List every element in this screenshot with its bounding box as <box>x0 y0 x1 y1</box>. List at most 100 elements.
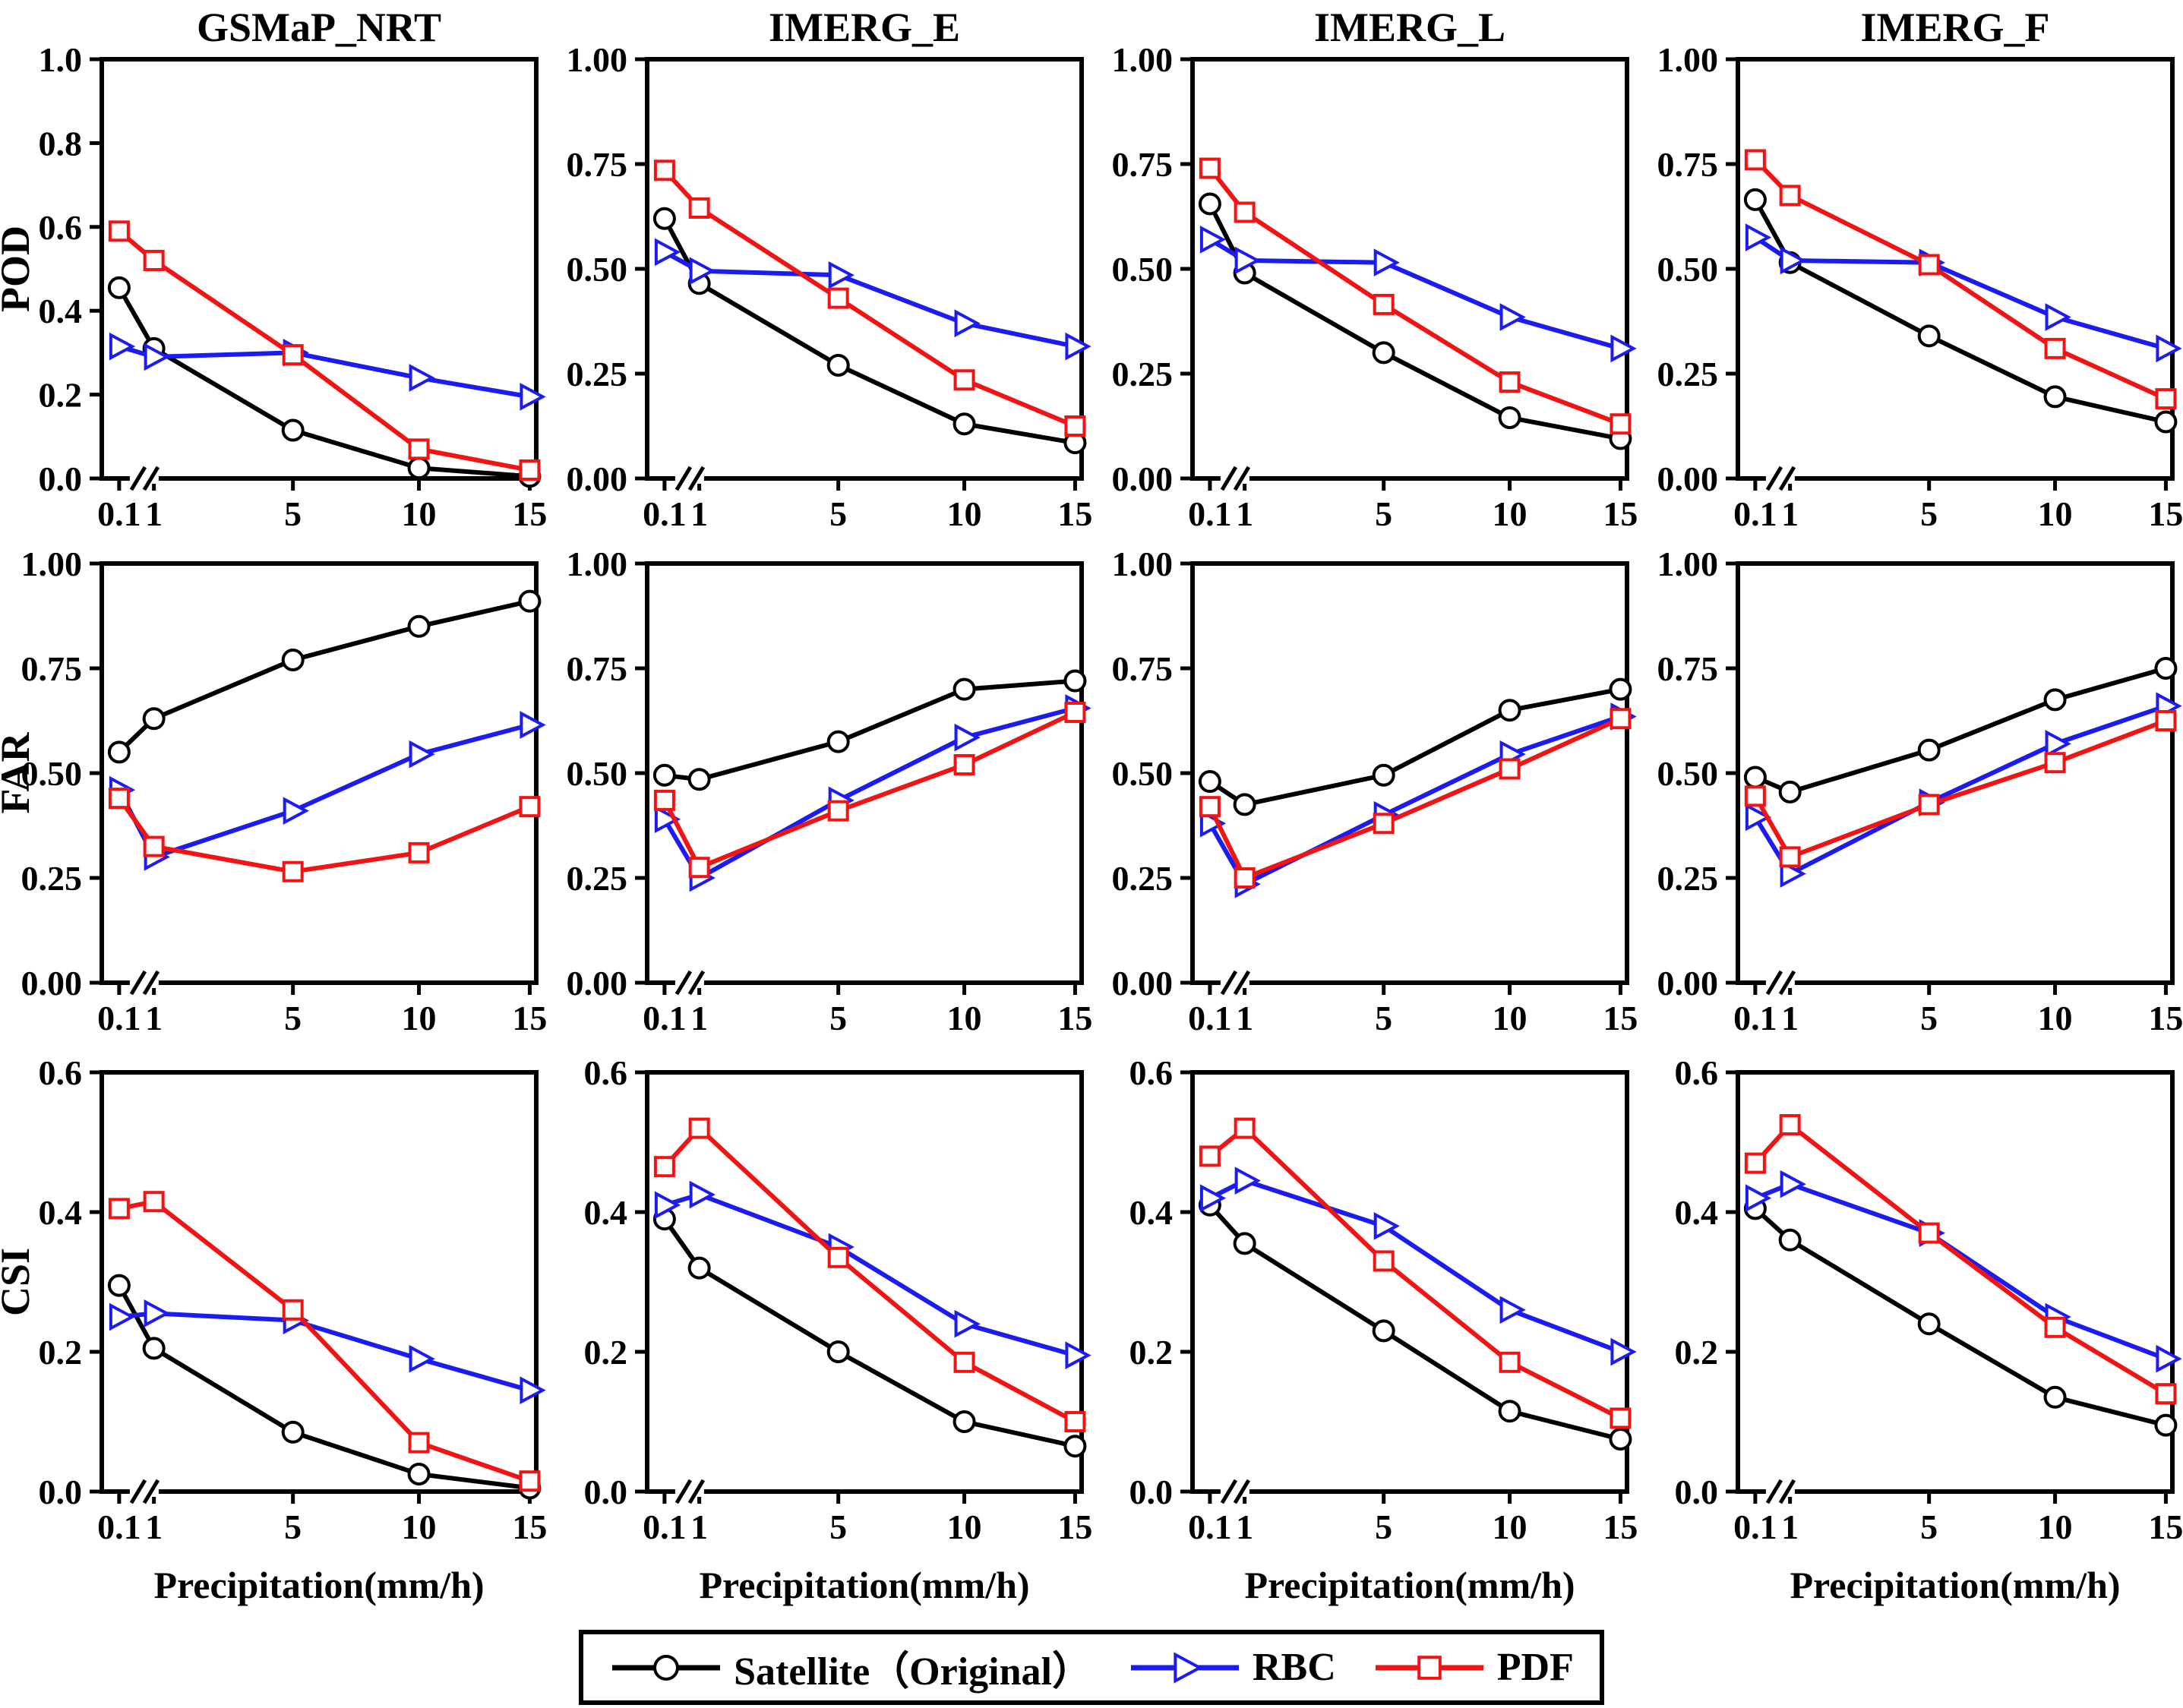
y-tick-label: 0.0 <box>1129 1473 1174 1511</box>
x-tick-label: 5 <box>284 494 302 533</box>
y-tick-label: 0.2 <box>39 376 83 415</box>
axis-break-icon <box>129 1479 147 1504</box>
x-tick-label: 0.1 <box>97 494 141 533</box>
y-tick-label: 0.75 <box>1112 145 1174 184</box>
triangle-right-marker <box>1199 226 1227 254</box>
plot-frame <box>1736 561 2175 985</box>
y-tick-label: 0.50 <box>567 754 628 793</box>
circle-marker <box>1609 1428 1632 1451</box>
square-marker <box>1779 1114 1801 1135</box>
x-tick-label: 1 <box>145 494 163 533</box>
triangle-right-marker <box>1499 303 1526 331</box>
plot-frame <box>1736 1070 2175 1494</box>
series-satellite <box>107 589 542 764</box>
subplot-svg: 0.000.250.500.751.000.1 1 5 10 15 <box>1112 545 1638 1037</box>
circle-marker <box>1233 793 1256 816</box>
square-marker <box>953 369 975 391</box>
subplot-title-imerg-l: IMERG_L <box>1313 5 1506 50</box>
x-tick-label: 15 <box>512 999 547 1037</box>
square-marker <box>1744 1152 1766 1174</box>
triangle-right-marker <box>2156 1344 2182 1373</box>
subplot-cell-far-imerg-f: 0.00 0.25 0.50 0.75 1.00 0.1 1 5 10 15 <box>1638 536 2183 1039</box>
triangle-right-marker <box>409 740 435 769</box>
legend-item-pdf: PDF <box>1373 1645 1574 1690</box>
series-pdf <box>108 788 541 882</box>
triangle-right-marker <box>2045 730 2071 758</box>
x-tick-label: 5 <box>1920 494 1938 533</box>
circle-marker <box>142 707 166 731</box>
square-marker <box>1499 1351 1521 1373</box>
x-tick-label: 1 <box>1236 1508 1253 1546</box>
x-tick-label: 0.1 <box>643 1508 687 1546</box>
triangle-right-marker <box>144 343 170 371</box>
circle-marker <box>2154 1413 2178 1437</box>
y-tick-label: 0.50 <box>1112 754 1174 793</box>
plot-frame <box>1190 1070 1629 1494</box>
x-tick-label: 10 <box>2038 1508 2073 1546</box>
legend-sample-svg <box>612 1654 721 1681</box>
series-rbc <box>1745 692 2182 888</box>
satellite-line-marker-icon <box>609 1646 723 1689</box>
x-tick-label: 15 <box>2148 1508 2183 1546</box>
series-rbc <box>654 1180 1092 1369</box>
circle-marker <box>1743 766 1767 789</box>
subplot-svg: 0.000.250.500.751.000.1 1 5 10 15 <box>1112 40 1638 533</box>
x-tick-label: 5 <box>1375 494 1392 533</box>
circle-marker <box>1198 192 1221 216</box>
y-tick-label: 0.25 <box>21 859 83 898</box>
x-tick-label: 0.1 <box>1733 1508 1777 1546</box>
plot-frame <box>100 1070 539 1494</box>
x-axis-label: Precipitation(mm/h) <box>699 1564 1029 1606</box>
triangle-right-marker <box>954 309 981 338</box>
series-satellite <box>652 207 1087 455</box>
square-marker <box>2155 388 2177 410</box>
subplot-cell-pod-imerg-f: IMERG_F 0.00 0.25 0.50 0.75 1.00 0.1 1 5 10 15 <box>1638 0 2183 536</box>
series-satellite <box>107 276 542 488</box>
y-tick-label: 0.00 <box>567 459 628 498</box>
square-marker <box>519 796 541 818</box>
square-marker <box>519 459 541 481</box>
x-tick-label: 0.1 <box>1188 999 1232 1037</box>
series-satellite <box>107 1274 542 1500</box>
y-tick-label: 0.75 <box>567 145 628 184</box>
y-tick-label: 0.50 <box>567 250 628 289</box>
series-pdf <box>1744 149 2177 410</box>
x-tick-label: 10 <box>947 494 982 533</box>
circle-marker <box>518 589 542 613</box>
circle-marker <box>1498 699 1521 722</box>
square-marker <box>1373 1250 1395 1272</box>
circle-marker <box>107 1274 131 1297</box>
x-tick-label: 0.1 <box>1188 494 1232 533</box>
y-tick-label: 0.6 <box>39 208 83 247</box>
triangle-right-marker <box>1199 1184 1227 1212</box>
triangle-right-marker <box>654 1191 681 1220</box>
chart-pod-imerg-f: 0.00 0.25 0.50 0.75 1.00 0.1 1 5 10 15 <box>1638 40 2183 535</box>
subplot-svg: 0.000.250.500.751.000.1 1 5 10 15 <box>1657 545 2183 1037</box>
circle-marker <box>952 1410 976 1433</box>
subplot-svg: 0.000.250.500.751.000.1 1 5 10 15 <box>567 40 1093 533</box>
triangle-right-marker <box>1373 248 1400 277</box>
y-axis-label: FAR <box>2 732 38 814</box>
legend-sample-svg <box>1375 1655 1483 1680</box>
x-tick-label: 15 <box>512 1508 547 1546</box>
legend-box: Satellite（Original） RBC PDF <box>579 1630 1604 1705</box>
x-tick-label: 15 <box>1603 494 1638 533</box>
chart-csi-imerg-l: 0.0 0.2 0.4 0.6 0.1 1 5 10 15 Precipitation(mm/h) <box>1092 1053 1638 1622</box>
plot-frame <box>1190 57 1629 481</box>
square-marker <box>519 1470 541 1492</box>
plot-frame <box>645 1070 1084 1494</box>
square-marker <box>282 344 304 366</box>
triangle-right-marker <box>1745 223 1772 251</box>
square-marker <box>1373 293 1395 315</box>
axis-break-icon <box>1233 970 1251 996</box>
square-marker <box>827 800 849 822</box>
y-tick-label: 0.8 <box>39 124 83 163</box>
chart-pod-imerg-e: 0.00 0.25 0.50 0.75 1.00 0.1 1 5 10 15 <box>547 40 1093 535</box>
triangle-right-marker <box>409 364 435 392</box>
y-tick-label: 0.25 <box>1112 355 1174 393</box>
circle-marker <box>652 763 676 787</box>
series-pdf <box>1744 1114 2177 1405</box>
plot-frame <box>645 57 1084 481</box>
